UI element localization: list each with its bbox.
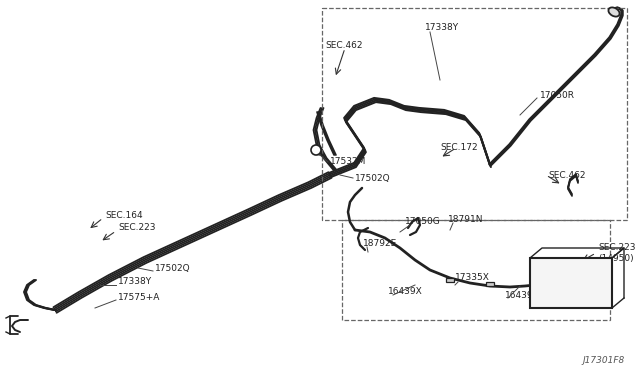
- Circle shape: [311, 145, 321, 155]
- Text: 18792E: 18792E: [363, 240, 397, 248]
- Text: SEC.462: SEC.462: [325, 41, 362, 49]
- Bar: [446, 278, 454, 282]
- Text: SEC.462: SEC.462: [548, 170, 586, 180]
- Ellipse shape: [609, 7, 620, 17]
- Text: 17338Y: 17338Y: [118, 278, 152, 286]
- Text: 17050G: 17050G: [405, 218, 441, 227]
- Bar: [530, 258, 612, 308]
- Text: SEC.223: SEC.223: [118, 224, 156, 232]
- Text: (14950): (14950): [598, 253, 634, 263]
- Text: 17335X: 17335X: [455, 273, 490, 282]
- Text: 16439X: 16439X: [388, 288, 423, 296]
- Text: 17050R: 17050R: [540, 90, 575, 99]
- Bar: [342, 220, 610, 320]
- Text: 17502Q: 17502Q: [155, 263, 191, 273]
- Text: J17301F8: J17301F8: [583, 356, 625, 365]
- Text: SEC.223: SEC.223: [598, 243, 636, 251]
- Text: 18791N: 18791N: [448, 215, 483, 224]
- Text: 17575+A: 17575+A: [118, 294, 161, 302]
- Text: 17338Y: 17338Y: [425, 23, 459, 32]
- Text: SEC.164: SEC.164: [105, 211, 143, 219]
- Text: 17502Q: 17502Q: [355, 173, 390, 183]
- Text: 16439X: 16439X: [505, 291, 540, 299]
- Text: SEC.172: SEC.172: [440, 144, 477, 153]
- Bar: [486, 282, 494, 286]
- Bar: [322, 8, 627, 220]
- Text: 17532M: 17532M: [330, 157, 366, 167]
